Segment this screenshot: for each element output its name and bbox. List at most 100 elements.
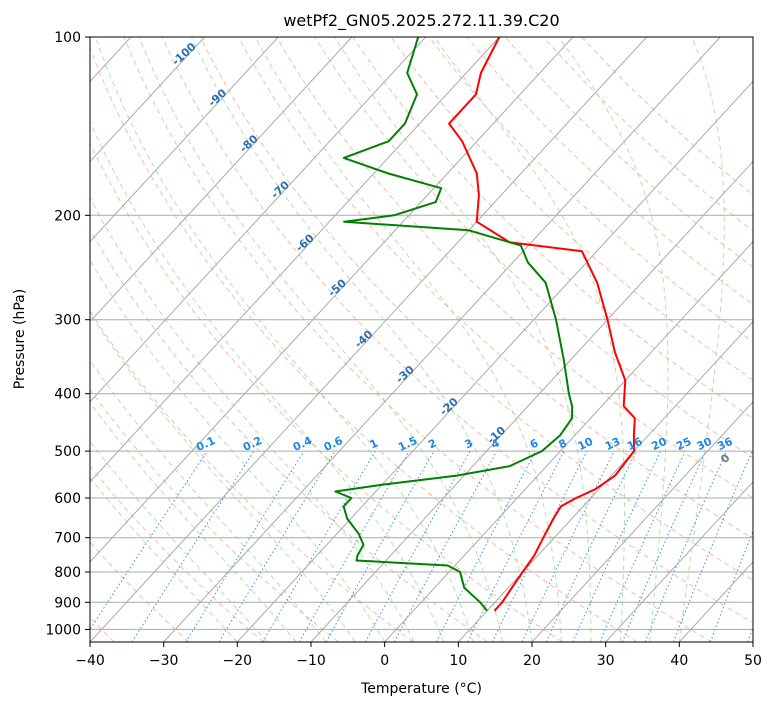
isotherm-line — [90, 37, 279, 243]
moist-adiabat — [433, 37, 625, 642]
isotherm-line — [310, 160, 753, 642]
y-tick-label: 100 — [54, 30, 81, 46]
isotherm-label: -60 — [293, 231, 317, 254]
mixing-ratio-label: 1 — [368, 436, 380, 451]
y-axis-label: Pressure (hPa) — [12, 289, 28, 389]
mixing-ratio-line — [621, 450, 707, 642]
dry-adiabat — [276, 37, 753, 499]
moist-adiabat — [90, 440, 268, 642]
mixing-ratio-line — [599, 450, 686, 642]
x-tick-label: 30 — [597, 653, 615, 669]
moist-adiabat — [94, 37, 474, 642]
dry-adiabat — [314, 37, 753, 459]
moist-adiabat — [90, 312, 356, 642]
moist-adiabat — [90, 259, 386, 642]
mixing-ratio-line — [218, 450, 336, 642]
isotherm-line — [384, 240, 753, 642]
mixing-ratio-label: 36 — [715, 435, 735, 453]
isotherm-label: -90 — [206, 86, 230, 109]
dry-adiabat — [581, 37, 753, 196]
dry-adiabat — [390, 37, 753, 381]
isotherm-line — [90, 37, 426, 403]
background-lines — [90, 37, 753, 642]
dry-adiabat — [161, 37, 753, 624]
x-tick-label: −40 — [75, 653, 105, 669]
isotherm-line — [0, 37, 57, 642]
mixing-ratio-line — [435, 450, 537, 642]
y-tick-label: 900 — [54, 595, 81, 611]
temperature-profile — [448, 37, 636, 612]
moist-adiabat — [678, 37, 725, 642]
dry-adiabat-label: 10 — [751, 490, 771, 510]
x-tick-label: 50 — [744, 653, 762, 669]
moist-adiabat — [558, 37, 669, 642]
mixing-ratio-label: 13 — [603, 435, 622, 453]
x-tick-label: −30 — [149, 653, 179, 669]
y-tick-label: 800 — [54, 565, 81, 581]
mixing-ratio-label: 20 — [649, 435, 669, 453]
mixing-ratio-line — [491, 450, 588, 642]
mixing-ratio-line — [521, 450, 615, 642]
isotherm-line — [752, 641, 753, 642]
isotherm-line — [531, 401, 753, 642]
y-axis-ticks: 100 200 300 400 500 600 700 800 900 1000 — [45, 30, 90, 638]
x-tick-label: 20 — [523, 653, 541, 669]
moist-adiabat — [138, 37, 503, 642]
mixing-ratio-line — [393, 450, 498, 642]
mixing-ratio-line — [572, 450, 662, 642]
isotherm-label: -30 — [393, 363, 417, 386]
mixing-ratio-line — [467, 450, 565, 642]
isotherm-line — [90, 37, 500, 483]
mixing-ratio-line — [709, 529, 753, 642]
dry-adiabat — [90, 541, 190, 642]
mixing-ratio-line — [90, 450, 208, 631]
y-tick-label: 300 — [54, 313, 81, 329]
moist-adiabat — [90, 120, 445, 642]
dry-adiabat — [466, 37, 753, 305]
isotherm-line — [457, 320, 753, 642]
x-tick-label: 10 — [449, 653, 467, 669]
grid-lines — [0, 37, 753, 642]
dry-adiabat — [90, 228, 488, 642]
y-tick-label: 700 — [54, 531, 81, 547]
chart-title: wetPf2_GN05.2025.272.11.39.C20 — [283, 11, 559, 31]
dry-adiabat — [90, 46, 638, 642]
x-tick-label: 0 — [380, 653, 389, 669]
plot-frame — [89, 36, 754, 643]
mixing-ratio-label: 25 — [674, 435, 693, 453]
mixing-ratio-label: 6 — [528, 436, 541, 451]
x-axis-label: Temperature (°C) — [360, 681, 482, 697]
dry-adiabat — [237, 37, 753, 540]
moist-adiabat — [90, 477, 238, 642]
mixing-ratio-line — [672, 450, 753, 642]
y-tick-label: 400 — [54, 387, 81, 403]
isotherm-label: -50 — [326, 276, 350, 299]
y-tick-label: 600 — [54, 491, 81, 507]
dry-adiabat — [90, 388, 339, 642]
moist-adiabat — [334, 37, 592, 642]
dry-adiabat — [428, 37, 753, 343]
dry-adiabat — [90, 465, 264, 642]
x-tick-label: −20 — [223, 653, 253, 669]
mixing-ratio-line — [644, 450, 727, 642]
moist-adiabat — [90, 401, 297, 642]
isotherm-line — [605, 481, 753, 642]
dry-adiabat — [543, 37, 753, 232]
dry-adiabat — [90, 142, 563, 642]
mixing-ratio-label: 3 — [463, 436, 475, 451]
isotherm-line — [90, 37, 647, 642]
y-tick-label: 1000 — [45, 622, 81, 638]
profile-lines — [334, 37, 636, 612]
mixing-ratio-line — [747, 625, 753, 642]
x-tick-label: −10 — [296, 653, 326, 669]
mixing-ratio-line — [131, 450, 255, 642]
dewpoint-profile — [334, 37, 574, 612]
isotherm-label: -40 — [352, 327, 376, 350]
mixing-ratio-label: 10 — [576, 435, 596, 453]
x-tick-label: 40 — [670, 653, 688, 669]
mixing-ratio-label: 2 — [426, 436, 438, 451]
isotherm-line — [163, 37, 721, 642]
isotherm-line — [678, 561, 753, 642]
y-tick-label: 500 — [54, 444, 81, 460]
